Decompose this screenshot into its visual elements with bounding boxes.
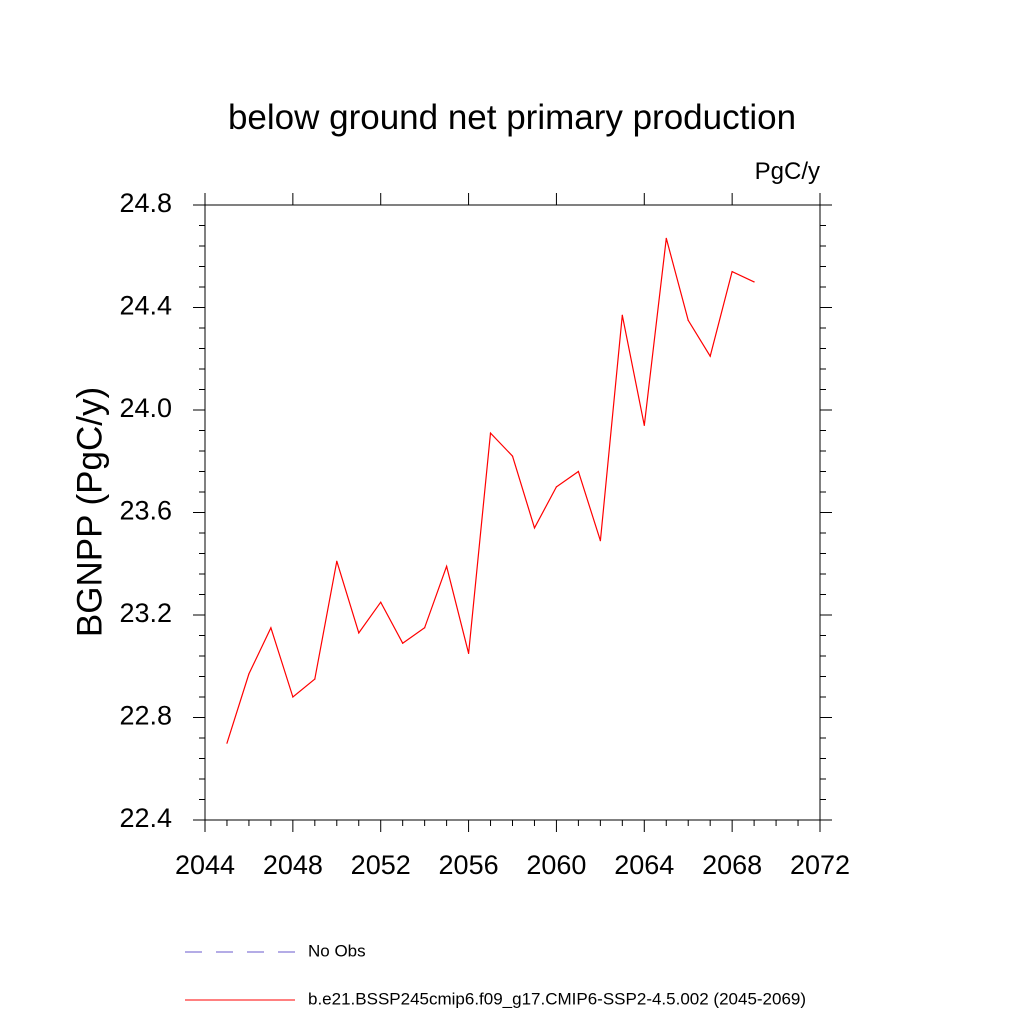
data-point <box>555 486 558 488</box>
data-point <box>336 560 338 562</box>
data-point <box>753 281 755 283</box>
x-tick-label: 2048 <box>263 850 323 880</box>
legend: No Obs b.e21.BSSP245cmip6.f09_g17.CMIP6-S… <box>185 941 806 1008</box>
x-tick-label: 2044 <box>175 850 235 880</box>
data-point <box>621 314 623 316</box>
y-tick-label: 24.8 <box>119 188 172 218</box>
data-point <box>599 540 601 542</box>
data-point <box>665 237 667 239</box>
data-point <box>687 319 689 321</box>
data-point <box>577 470 579 473</box>
x-tick-label: 2056 <box>439 850 499 880</box>
data-point <box>314 678 316 680</box>
data-point <box>467 652 470 655</box>
y-tick-label: 23.6 <box>119 496 172 526</box>
data-point <box>358 632 360 634</box>
units-label: PgC/y <box>754 158 820 185</box>
data-point <box>226 742 228 744</box>
y-axis: 22.4 22.8 23.2 23.6 24.0 24.4 24.8 <box>119 188 832 833</box>
x-tick-label: 2072 <box>790 850 850 880</box>
x-axis: 2044 2048 2052 2056 2060 2064 2068 2072 <box>175 193 850 880</box>
data-point <box>709 355 711 357</box>
legend-label: No Obs <box>308 941 366 960</box>
data-point <box>731 271 733 273</box>
data-point <box>446 565 448 567</box>
data-point <box>380 601 382 603</box>
x-tick-label: 2064 <box>614 850 674 880</box>
y-tick-label: 23.2 <box>119 598 172 628</box>
data-point <box>511 455 514 457</box>
data-point <box>292 696 294 698</box>
y-tick-label: 22.8 <box>119 701 172 731</box>
data-point <box>489 432 492 434</box>
y-axis-label: BGNPP (PgC/y) <box>70 387 109 637</box>
data-point <box>270 627 272 629</box>
x-tick-label: 2060 <box>526 850 586 880</box>
data-point <box>643 424 645 426</box>
data-point <box>248 673 250 675</box>
x-tick-label: 2068 <box>702 850 762 880</box>
data-point <box>402 642 404 644</box>
y-tick-label: 24.0 <box>119 393 172 423</box>
y-tick-label: 24.4 <box>119 291 172 321</box>
data-point <box>424 627 426 629</box>
series-line <box>226 238 755 744</box>
y-tick-label: 22.4 <box>119 803 172 833</box>
x-tick-label: 2052 <box>351 850 411 880</box>
series-layer <box>226 237 755 744</box>
legend-label: b.e21.BSSP245cmip6.f09_g17.CMIP6-SSP2-4.… <box>308 989 806 1008</box>
data-point <box>533 527 536 529</box>
chart-title: below ground net primary production <box>227 98 797 137</box>
plot-frame <box>204 204 821 821</box>
